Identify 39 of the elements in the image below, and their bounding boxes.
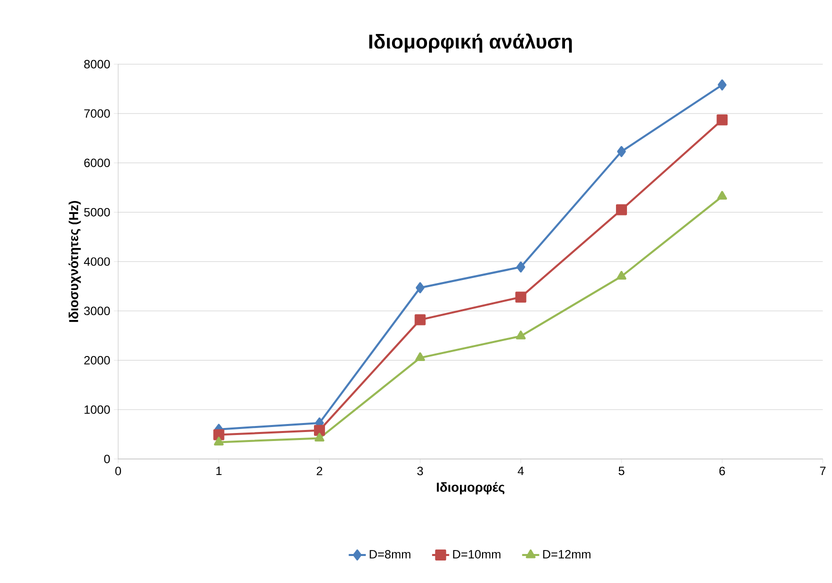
- y-tick-label: 1000: [84, 405, 110, 414]
- point: [516, 261, 526, 272]
- x-tick-label: 3: [417, 466, 423, 476]
- chart-title: Ιδιομορφική ανάλυση: [369, 33, 572, 53]
- y-tick-label: 8000: [84, 60, 110, 68]
- y-tick-label: 6000: [84, 158, 110, 168]
- y-tick-label: 4000: [84, 257, 110, 266]
- x-tick-label: 6: [719, 466, 725, 476]
- point: [617, 146, 626, 157]
- point: [416, 282, 425, 294]
- point: [616, 270, 626, 280]
- point: [214, 436, 224, 446]
- x-tick-label: 1: [216, 466, 222, 475]
- legend-label: D=10mm: [453, 550, 500, 558]
- x-tick-label: 4: [518, 466, 524, 475]
- y-axis-title: Ιδιοσυχνότητες (Hz): [68, 200, 81, 322]
- y-tick-label: 7000: [84, 109, 110, 118]
- point: [516, 330, 526, 340]
- point: [414, 314, 426, 326]
- point: [314, 432, 324, 442]
- x-tick-label: 7: [820, 466, 826, 475]
- point: [515, 292, 526, 303]
- point: [415, 352, 426, 362]
- y-tick-label: 3000: [84, 306, 110, 316]
- x-axis-title: Ιδιομορφές: [436, 482, 504, 494]
- y-tick-label: 5000: [84, 208, 110, 216]
- y-tick-label: 0: [104, 454, 110, 464]
- point: [717, 190, 728, 200]
- x-tick-label: 5: [618, 466, 624, 476]
- point: [213, 429, 224, 440]
- point: [716, 114, 728, 126]
- x-tick-label: 0: [115, 466, 122, 476]
- y-tick-label: 2000: [84, 356, 110, 364]
- point: [718, 79, 727, 90]
- x-tick-label: 2: [316, 466, 322, 476]
- legend-label: D=12mm: [543, 550, 590, 558]
- point: [616, 204, 627, 216]
- legend-label: D=8mm: [370, 550, 410, 558]
- point: [314, 424, 325, 436]
